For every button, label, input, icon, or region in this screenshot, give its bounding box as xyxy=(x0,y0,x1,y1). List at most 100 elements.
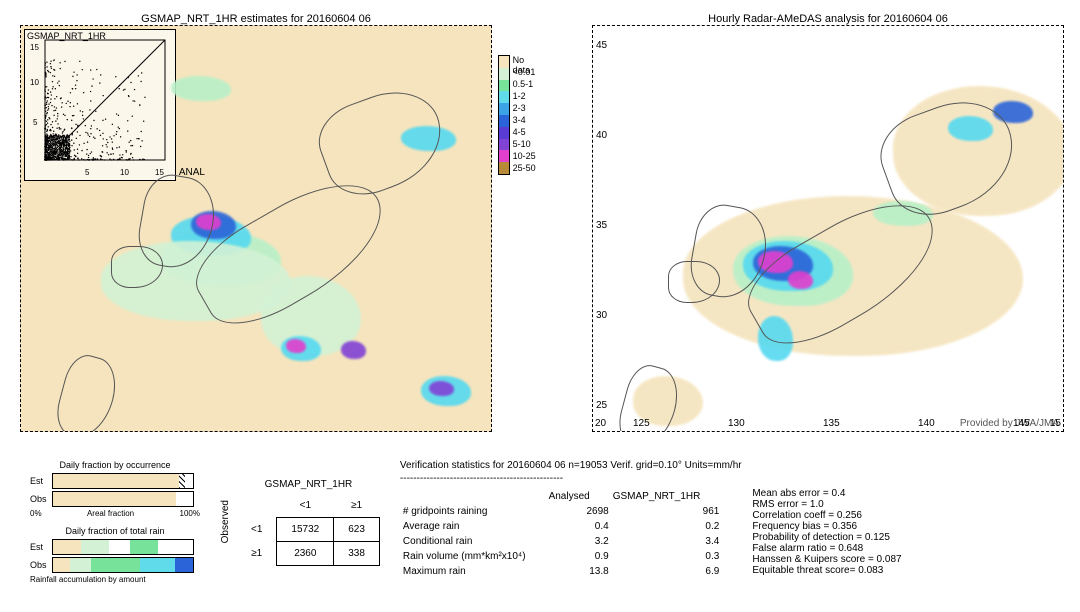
precip-blob xyxy=(341,341,366,359)
stats-row: # gridpoints raining 2698 961 xyxy=(402,505,720,518)
xtick: 135 xyxy=(823,418,840,429)
ct-col0: <1 xyxy=(277,494,334,518)
stats-row: Rain volume (mm*km²x10⁴) 0.9 0.3 xyxy=(402,550,720,563)
precip-blob xyxy=(429,381,454,396)
colorbar-seg xyxy=(499,103,509,115)
colorbar: No data<0.010.5-11-22-33-44-55-1010-2525… xyxy=(498,55,538,175)
bar-label: Obs xyxy=(30,494,52,504)
stat-a: 0.9 xyxy=(548,550,610,563)
stats-metric: Correlation coeff = 0.256 xyxy=(752,510,901,521)
left-map-panel: GSMAP_NRT_1HR estimates for 20160604 06 … xyxy=(20,25,492,430)
bar xyxy=(52,473,194,489)
left-map-frame: GSMAP_NRT_1HR ANAL 5 10 15 5 10 15 xyxy=(20,25,492,432)
bar-row: Obs xyxy=(30,491,200,507)
sl-h0: Analysed xyxy=(548,490,610,503)
right-map-frame: Provided by JWA/JMA 12513013514014525303… xyxy=(592,25,1064,432)
stats-metric: Frequency bias = 0.356 xyxy=(752,521,901,532)
colorbar-seg xyxy=(499,115,509,127)
occ-axis-mid: Areal fraction xyxy=(87,509,134,518)
ytick: 25 xyxy=(596,400,607,411)
colorbar-seg xyxy=(499,91,509,103)
xtick: 130 xyxy=(728,418,745,429)
bar-seg xyxy=(81,540,109,554)
colorbar-label: 25-50 xyxy=(513,163,538,175)
svg-text:5: 5 xyxy=(85,168,90,177)
bottom-row: Daily fraction by occurrence EstObs 0% A… xyxy=(10,460,1070,584)
ytick: 35 xyxy=(596,220,607,231)
bar-seg xyxy=(158,540,193,554)
stats-row: Average rain 0.4 0.2 xyxy=(402,520,720,533)
bar-row: Est xyxy=(30,473,200,489)
right-map-panel: Hourly Radar-AMeDAS analysis for 2016060… xyxy=(592,25,1064,430)
colorbar-label: 0.5-1 xyxy=(513,79,538,91)
colorbar-seg xyxy=(499,127,509,139)
bar-row: Obs xyxy=(30,557,200,573)
stats-row: Conditional rain 3.2 3.4 xyxy=(402,535,720,548)
stats-metric: Probability of detection = 0.125 xyxy=(752,532,901,543)
svg-text:10: 10 xyxy=(120,168,129,177)
bar-label: Est xyxy=(30,542,52,552)
bar-seg xyxy=(53,474,179,488)
stats-right-list: Mean abs error = 0.4RMS error = 1.0Corre… xyxy=(752,488,901,580)
stat-key: Conditional rain xyxy=(402,535,546,548)
colorbar-label: 1-2 xyxy=(513,91,538,103)
stats-block: Verification statistics for 20160604 06 … xyxy=(400,460,1070,584)
stats-dash: ----------------------------------------… xyxy=(400,473,1070,484)
bar-seg xyxy=(53,540,81,554)
ct-00: 15732 xyxy=(277,517,334,541)
xtick: 140 xyxy=(918,418,935,429)
stats-left-table: Analysed GSMAP_NRT_1HR # gridpoints rain… xyxy=(400,488,722,580)
stats-title: Verification statistics for 20160604 06 … xyxy=(400,460,1070,471)
colorbar-label: 5-10 xyxy=(513,139,538,151)
stat-b: 0.3 xyxy=(612,550,721,563)
bar-seg xyxy=(53,492,176,506)
stat-a: 13.8 xyxy=(548,565,610,578)
ct-10: 2360 xyxy=(277,541,334,565)
stat-key: # gridpoints raining xyxy=(402,505,546,518)
svg-text:10: 10 xyxy=(30,78,39,87)
bar-row: Est xyxy=(30,539,200,555)
bar-seg xyxy=(109,540,130,554)
stats-row: Maximum rain 13.8 6.9 xyxy=(402,565,720,578)
right-map-title: Hourly Radar-AMeDAS analysis for 2016060… xyxy=(708,13,948,25)
total-caption: Rainfall accumulation by amount xyxy=(30,575,200,584)
barcharts: Daily fraction by occurrence EstObs 0% A… xyxy=(30,460,200,584)
bar-seg xyxy=(185,474,193,488)
colorbar-seg xyxy=(499,162,509,174)
bar-seg xyxy=(130,540,158,554)
bar xyxy=(52,491,194,507)
colorbar-seg xyxy=(499,150,509,162)
left-map-title: GSMAP_NRT_1HR estimates for 20160604 06 xyxy=(141,13,371,25)
stats-metric: False alarm ratio = 0.648 xyxy=(752,543,901,554)
scatter-inset: GSMAP_NRT_1HR ANAL 5 10 15 5 10 15 xyxy=(24,29,176,181)
occ-axis-right: 100% xyxy=(180,509,200,518)
stat-key: Rain volume (mm*km²x10⁴) xyxy=(402,550,546,563)
svg-text:15: 15 xyxy=(30,43,39,52)
stats-metric: Hanssen & Kuipers score = 0.087 xyxy=(752,554,901,565)
bar-seg xyxy=(53,558,70,572)
ct-side-label: Observed xyxy=(220,500,231,543)
colorbar-label: No data xyxy=(513,55,538,67)
bar-seg xyxy=(175,558,193,572)
total-title: Daily fraction of total rain xyxy=(30,526,200,536)
occ-title: Daily fraction by occurrence xyxy=(30,460,200,470)
bar-seg xyxy=(140,558,175,572)
ytick: 40 xyxy=(596,130,607,141)
precip-blob xyxy=(286,339,306,353)
bar-label: Est xyxy=(30,476,52,486)
ct-row0: <1 xyxy=(237,517,277,541)
stats-metric: Equitable threat score= 0.083 xyxy=(752,565,901,576)
bar-seg xyxy=(176,492,193,506)
contingency-wrap: Observed GSMAP_NRT_1HR <1 ≥1 <1 15732 62… xyxy=(220,460,380,584)
maps-row: GSMAP_NRT_1HR estimates for 20160604 06 … xyxy=(10,10,1070,430)
colorbar-label: 3-4 xyxy=(513,115,538,127)
colorbar-label: 2-3 xyxy=(513,103,538,115)
stats-metric: RMS error = 1.0 xyxy=(752,499,901,510)
stat-a: 2698 xyxy=(548,505,610,518)
bar-seg xyxy=(91,558,140,572)
stat-key: Average rain xyxy=(402,520,546,533)
map-credit: Provided by JWA/JMA xyxy=(960,418,1059,429)
ct-01: 623 xyxy=(334,517,380,541)
precip-blob xyxy=(171,76,231,101)
bar-seg xyxy=(70,558,91,572)
